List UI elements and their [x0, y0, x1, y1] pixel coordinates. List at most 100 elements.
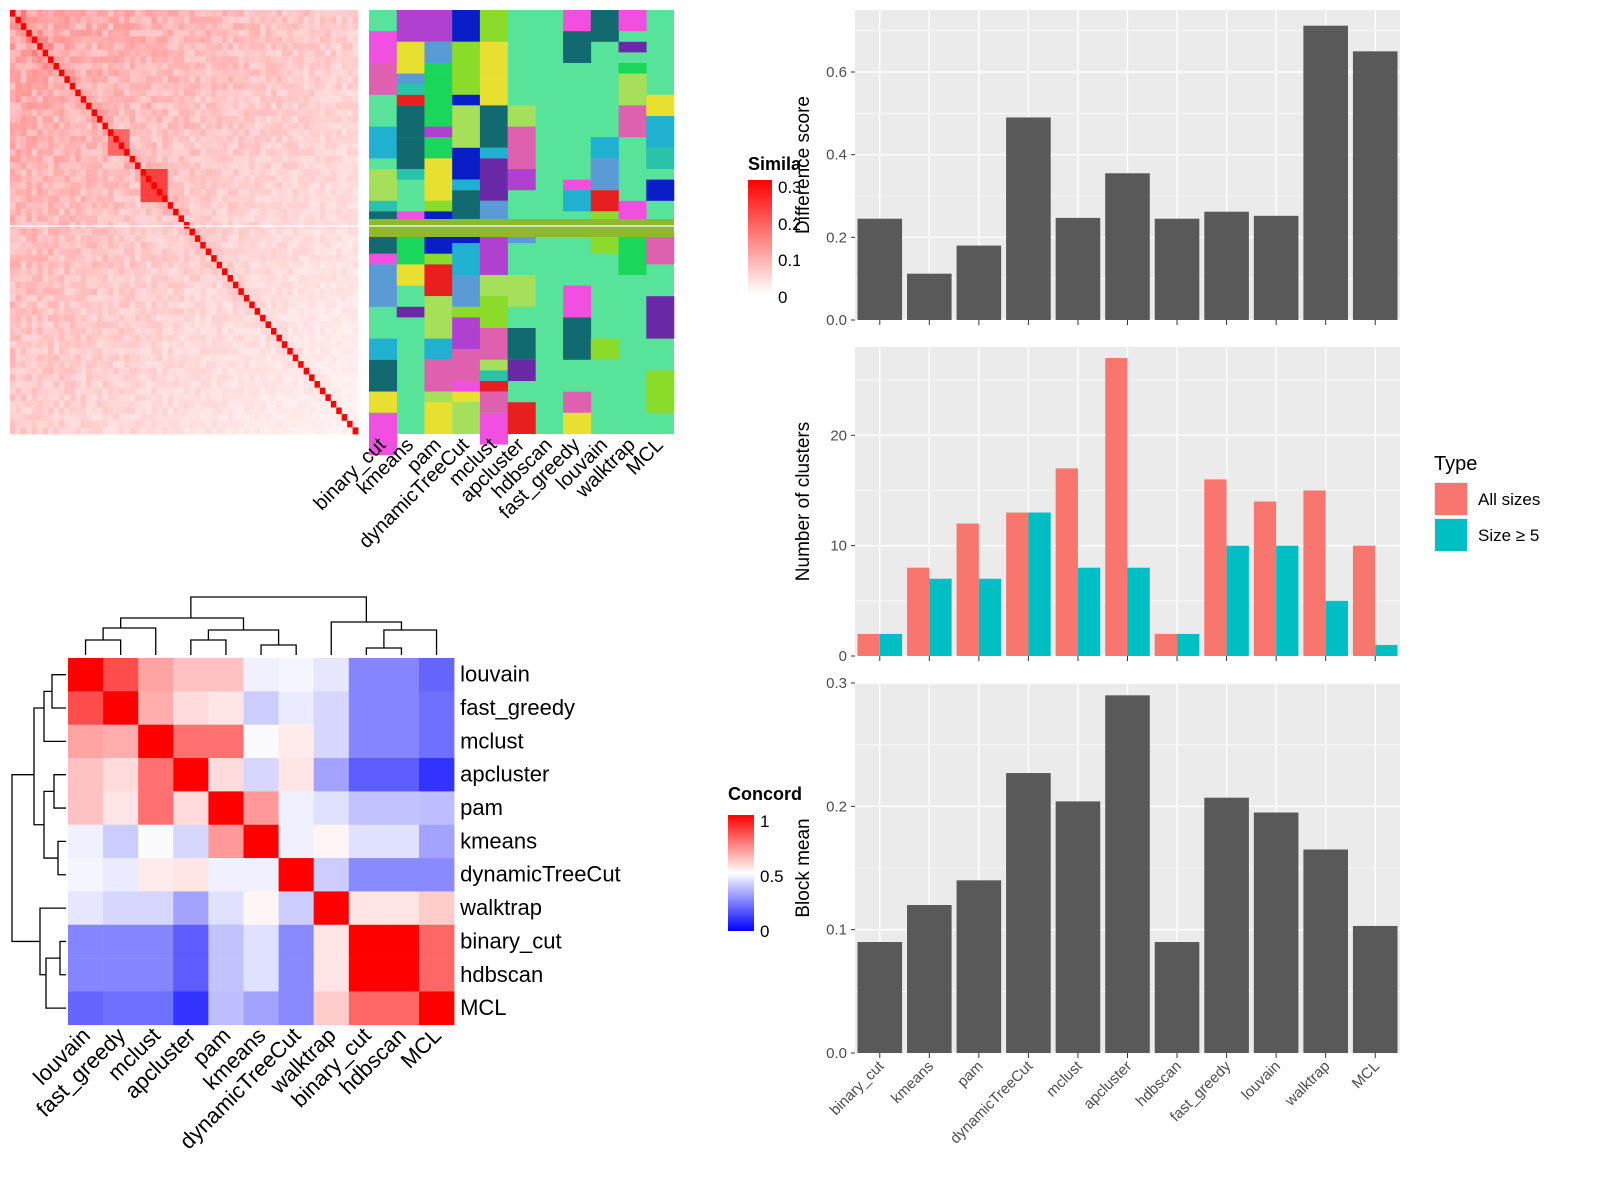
- similarity-cell: [178, 102, 185, 110]
- similarity-cell: [75, 149, 82, 157]
- cluster-cell: [424, 338, 453, 360]
- similarity-cell: [140, 208, 147, 216]
- similarity-cell: [135, 361, 141, 369]
- similarity-cell: [173, 195, 179, 203]
- similarity-cell: [107, 175, 114, 183]
- similarity-cell: [184, 175, 190, 183]
- similarity-cell: [309, 49, 315, 57]
- cluster-cell: [646, 370, 675, 413]
- similarity-cell: [298, 347, 305, 355]
- similarity-cell: [69, 347, 76, 355]
- concordance-cell: [348, 891, 385, 926]
- concordance-cell: [278, 824, 314, 859]
- similarity-cell: [189, 354, 196, 362]
- similarity-cell: [265, 288, 272, 296]
- x-tick-label: MCL: [1349, 1058, 1383, 1092]
- similarity-cell: [80, 301, 87, 309]
- similarity-cell: [271, 387, 277, 395]
- similarity-cell: [205, 109, 212, 117]
- similarity-cell: [173, 69, 179, 77]
- similarity-cell: [189, 142, 196, 150]
- similarity-cell: [309, 235, 315, 243]
- similarity-cell: [173, 308, 179, 316]
- similarity-cell: [10, 215, 16, 223]
- similarity-cell: [265, 275, 272, 283]
- similarity-cell: [26, 188, 33, 196]
- similarity-cell: [254, 347, 261, 355]
- similarity-cell: [336, 16, 343, 24]
- similarity-cell: [80, 195, 87, 203]
- column-dendrogram: [365, 647, 403, 655]
- concordance-cell: [313, 658, 350, 692]
- similarity-cell: [53, 354, 60, 362]
- similarity-cell: [37, 235, 44, 243]
- similarity-cell: [200, 63, 207, 71]
- similarity-cell: [205, 182, 212, 190]
- similarity-cell: [107, 235, 114, 243]
- similarity-cell: [151, 155, 158, 163]
- similarity-cell: [58, 235, 65, 243]
- concordance-cell: [313, 991, 350, 1026]
- concordance-cell: [348, 924, 385, 959]
- similarity-cell: [319, 182, 326, 190]
- similarity-cell: [135, 394, 141, 402]
- similarity-cell: [113, 36, 120, 44]
- similarity-cell: [254, 149, 261, 157]
- similarity-cell: [281, 361, 288, 369]
- similarity-cell: [118, 347, 125, 355]
- bar: [1154, 218, 1200, 320]
- similarity-cell: [292, 354, 299, 362]
- similarity-cell: [37, 314, 44, 322]
- similarity-cell: [292, 241, 299, 249]
- similarity-cell: [113, 387, 120, 395]
- similarity-cell: [189, 334, 196, 342]
- similarity-cell: [20, 414, 27, 422]
- similarity-cell: [20, 235, 27, 243]
- similarity-cell: [265, 294, 272, 302]
- similarity-cell: [10, 294, 16, 302]
- similarity-cell: [140, 241, 147, 249]
- similarity-cell: [48, 63, 54, 71]
- similarity-cell: [173, 347, 179, 355]
- similarity-cell: [167, 321, 174, 329]
- similarity-cell: [243, 89, 250, 97]
- similarity-cell: [135, 228, 141, 236]
- similarity-cell: [113, 268, 120, 276]
- similarity-cell: [309, 162, 315, 170]
- similarity-cell: [249, 175, 256, 183]
- similarity-cell: [124, 321, 131, 329]
- similarity-cell: [200, 228, 207, 236]
- similarity-cell: [238, 155, 245, 163]
- similarity-cell: [243, 367, 250, 375]
- similarity-cell: [243, 394, 250, 402]
- similarity-cell: [222, 248, 228, 256]
- similarity-cell: [31, 202, 38, 210]
- similarity-cell: [102, 202, 109, 210]
- similarity-cell: [243, 228, 250, 236]
- similarity-cell: [211, 255, 218, 263]
- similarity-cell: [347, 69, 353, 77]
- similarity-cell: [124, 294, 131, 302]
- similarity-cell: [26, 129, 33, 137]
- similarity-cell: [189, 255, 196, 263]
- similarity-cell: [69, 69, 76, 77]
- similarity-cell: [37, 149, 44, 157]
- similarity-cell: [260, 16, 266, 24]
- similarity-cell: [156, 268, 163, 276]
- similarity-cell: [330, 96, 337, 104]
- similarity-cell: [216, 129, 223, 137]
- similarity-cell: [265, 182, 272, 190]
- similarity-cell: [276, 43, 283, 51]
- similarity-cell: [303, 215, 310, 223]
- similarity-cell: [173, 341, 179, 349]
- similarity-cell: [64, 275, 71, 283]
- similarity-cell: [249, 89, 256, 97]
- similarity-cell: [303, 135, 310, 143]
- similarity-cell: [211, 268, 218, 276]
- similarity-cell: [91, 308, 98, 316]
- similarity-cell: [194, 374, 201, 382]
- similarity-cell: [249, 367, 256, 375]
- similarity-cell: [298, 341, 305, 349]
- similarity-cell: [162, 381, 169, 389]
- similarity-cell: [102, 122, 109, 130]
